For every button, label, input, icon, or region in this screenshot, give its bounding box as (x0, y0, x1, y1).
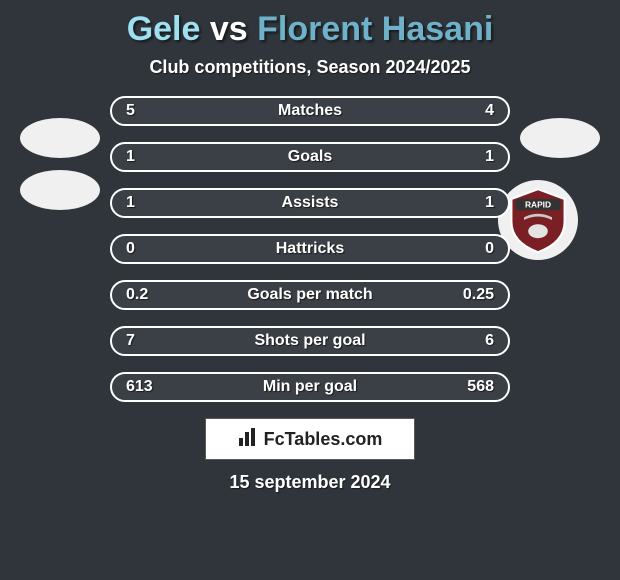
stat-row: 7Shots per goal6 (110, 326, 510, 356)
stat-value-left: 7 (126, 332, 166, 350)
stat-label: Shots per goal (166, 332, 454, 350)
stat-row: 1Assists1 (110, 188, 510, 218)
stat-value-left: 613 (126, 378, 166, 396)
stat-label: Hattricks (166, 240, 454, 258)
stat-value-right: 4 (454, 102, 494, 120)
stat-value-right: 0.25 (454, 286, 494, 304)
rapid-shield-icon: RAPID (503, 185, 573, 255)
player-right-avatar (520, 118, 600, 158)
stat-value-left: 1 (126, 148, 166, 166)
player-left-name: Gele (127, 10, 201, 48)
stat-label: Min per goal (166, 378, 454, 396)
club-left-badge (20, 170, 100, 210)
stat-value-left: 1 (126, 194, 166, 212)
stat-row: 0Hattricks0 (110, 234, 510, 264)
stat-value-left: 0.2 (126, 286, 166, 304)
page-title: Gele vs Florent Hasani (0, 10, 620, 49)
stat-label: Goals per match (166, 286, 454, 304)
club-right-badge: RAPID (498, 180, 578, 260)
subtitle: Club competitions, Season 2024/2025 (0, 57, 620, 78)
footer-date: 15 september 2024 (0, 472, 620, 493)
comparison-card: Gele vs Florent Hasani Club competitions… (0, 0, 620, 580)
stat-value-right: 1 (454, 194, 494, 212)
player-right-name: Florent Hasani (257, 10, 493, 48)
stat-row: 0.2Goals per match0.25 (110, 280, 510, 310)
stat-value-right: 1 (454, 148, 494, 166)
vs-word: vs (210, 10, 248, 48)
stat-row: 5Matches4 (110, 96, 510, 126)
stat-label: Matches (166, 102, 454, 120)
fctables-logo[interactable]: FcTables.com (205, 418, 415, 460)
stat-row: 613Min per goal568 (110, 372, 510, 402)
footer-logo-text: FcTables.com (264, 429, 383, 450)
player-left-avatar (20, 118, 100, 158)
stat-rows: 5Matches41Goals11Assists10Hattricks00.2G… (110, 96, 510, 402)
stat-value-right: 6 (454, 332, 494, 350)
stat-value-left: 5 (126, 102, 166, 120)
stat-label: Assists (166, 194, 454, 212)
stat-row: 1Goals1 (110, 142, 510, 172)
stat-label: Goals (166, 148, 454, 166)
svg-text:RAPID: RAPID (525, 199, 551, 209)
stat-value-right: 0 (454, 240, 494, 258)
bars-icon (238, 428, 258, 451)
stat-value-right: 568 (454, 378, 494, 396)
stat-value-left: 0 (126, 240, 166, 258)
